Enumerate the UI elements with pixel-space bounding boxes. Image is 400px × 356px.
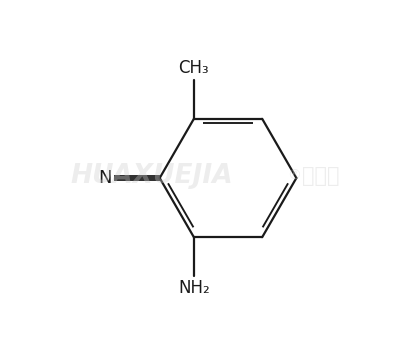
Text: HUAXUEJIA: HUAXUEJIA [70,163,233,189]
Text: ®: ® [288,169,302,183]
Text: NH₂: NH₂ [178,278,210,297]
Text: CH₃: CH₃ [178,59,209,78]
Text: N: N [98,169,111,187]
Text: 化学加: 化学加 [302,166,339,186]
